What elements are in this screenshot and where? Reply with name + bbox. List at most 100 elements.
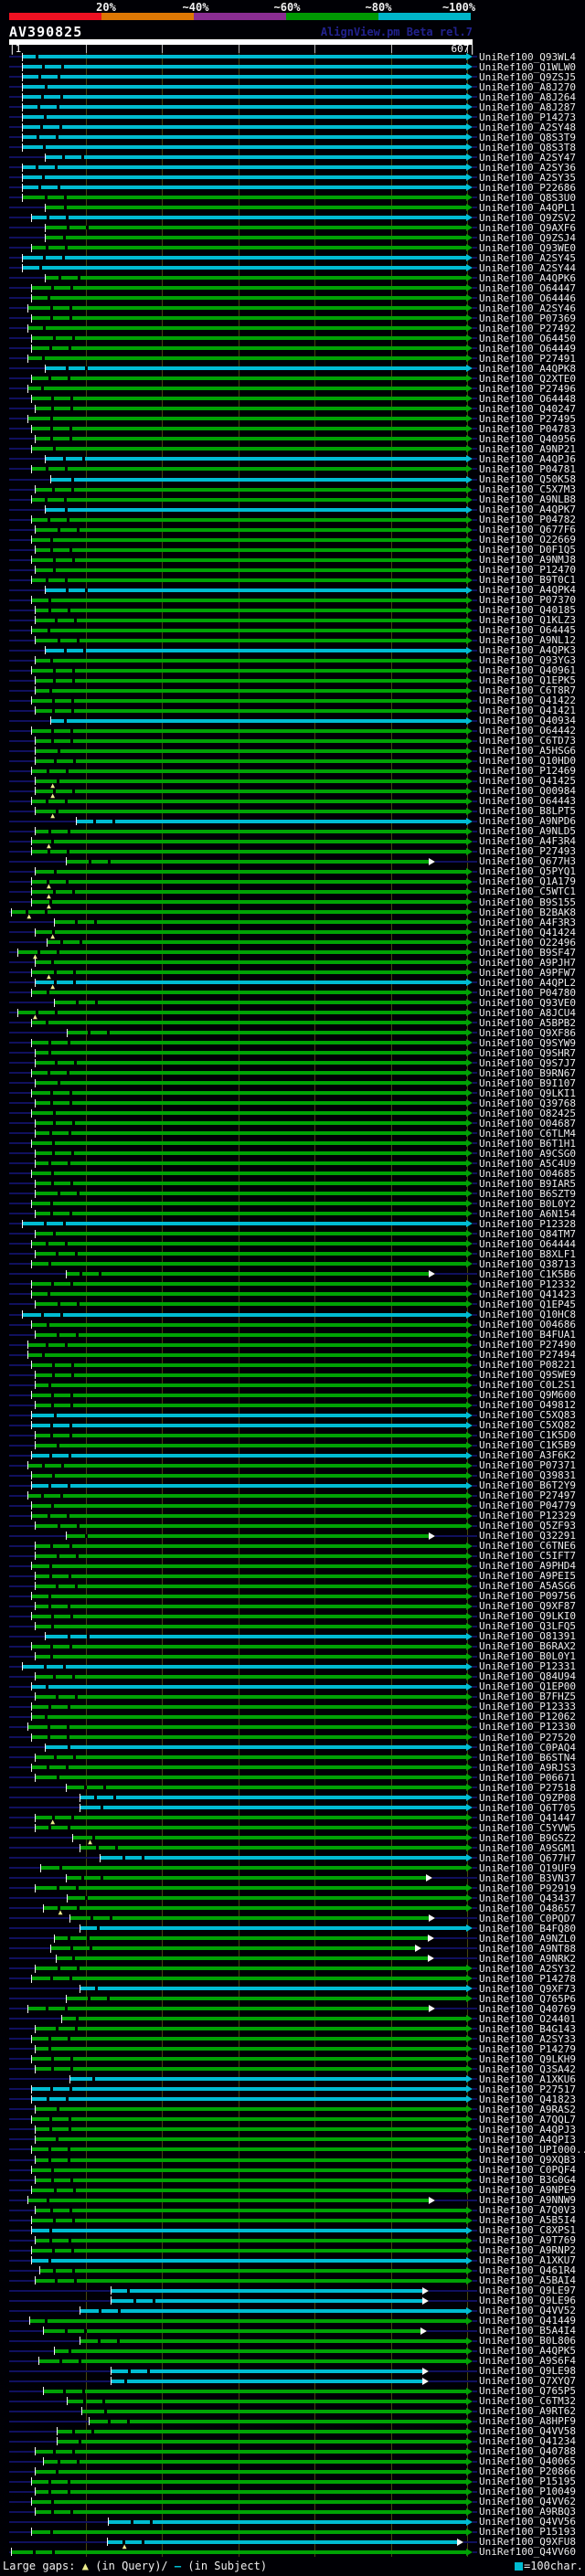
hit-label[interactable]: UniRef100_P27490 <box>479 1339 576 1352</box>
hit-label[interactable]: UniRef100_B9SF47 <box>479 946 576 959</box>
hit-label[interactable]: UniRef100_Q9XF73 <box>479 1982 576 1995</box>
hit-label[interactable]: UniRef100_Q1EP00 <box>479 1680 576 1693</box>
hit-bar[interactable] <box>46 588 466 592</box>
hit-label[interactable]: UniRef100_B6RAX2 <box>479 1640 576 1653</box>
hit-bar[interactable] <box>36 1151 466 1156</box>
hit-bar[interactable] <box>36 1584 466 1588</box>
hit-label[interactable]: UniRef100_A1XKU7 <box>479 2254 576 2267</box>
hit-bar[interactable] <box>32 1614 466 1618</box>
hit-bar[interactable] <box>55 2348 466 2353</box>
hit-bar[interactable] <box>89 2419 466 2423</box>
hit-label[interactable]: UniRef100_B0L806 <box>479 2335 576 2348</box>
hit-bar[interactable] <box>46 366 466 371</box>
hit-label[interactable]: UniRef100_Q461R4 <box>479 2264 576 2277</box>
hit-label[interactable]: UniRef100_O82425 <box>479 1107 576 1119</box>
hit-bar[interactable] <box>32 1503 466 1508</box>
hit-bar[interactable] <box>23 115 466 120</box>
hit-bar[interactable] <box>32 799 466 803</box>
hit-label[interactable]: UniRef100_A2SY33 <box>479 2032 576 2045</box>
hit-label[interactable]: UniRef100_P04781 <box>479 462 576 475</box>
hit-bar[interactable] <box>27 417 466 421</box>
hit-label[interactable]: UniRef100_Q3LFQ5 <box>479 1620 576 1633</box>
hit-label[interactable]: UniRef100_B9GSZ2 <box>479 1831 576 1844</box>
hit-label[interactable]: UniRef100_Q8S3T8 <box>479 141 576 154</box>
hit-bar[interactable] <box>32 2147 466 2152</box>
hit-label[interactable]: UniRef100_O64447 <box>479 281 576 294</box>
hit-label[interactable]: UniRef100_A9NRK2 <box>479 1952 576 1965</box>
hit-bar[interactable] <box>27 1724 466 1729</box>
hit-label[interactable]: UniRef100_P27518 <box>479 1781 576 1794</box>
hit-bar[interactable] <box>32 2529 466 2534</box>
hit-label[interactable]: UniRef100_P09756 <box>479 1590 576 1603</box>
hit-bar[interactable] <box>80 2338 466 2343</box>
hit-bar[interactable] <box>23 175 466 180</box>
hit-label[interactable]: UniRef100_A4QPK3 <box>479 644 576 657</box>
hit-label[interactable]: UniRef100_Q677H3 <box>479 855 576 868</box>
hit-bar[interactable] <box>36 738 466 743</box>
hit-bar[interactable] <box>23 256 466 260</box>
hit-label[interactable]: UniRef100_A2SY36 <box>479 161 576 174</box>
hit-bar[interactable] <box>36 1654 466 1659</box>
hit-bar[interactable] <box>32 316 466 321</box>
hit-bar[interactable] <box>32 296 466 301</box>
hit-bar[interactable] <box>36 1966 466 1971</box>
hit-bar[interactable] <box>36 1252 466 1256</box>
hit-bar[interactable] <box>36 809 466 813</box>
hit-label[interactable]: UniRef100_P27492 <box>479 322 576 334</box>
hit-bar[interactable] <box>36 789 466 793</box>
hit-bar[interactable] <box>80 1846 466 1850</box>
hit-bar[interactable] <box>40 2268 466 2273</box>
hit-bar[interactable] <box>107 2539 457 2544</box>
hit-label[interactable]: UniRef100_A4QPL1 <box>479 201 576 214</box>
hit-bar[interactable] <box>36 1051 466 1055</box>
hit-label[interactable]: UniRef100_Q9S7J7 <box>479 1056 576 1069</box>
hit-label[interactable]: UniRef100_A9NNW9 <box>479 2194 576 2207</box>
hit-label[interactable]: UniRef100_Q19UF9 <box>479 1861 576 1874</box>
hit-bar[interactable] <box>32 2057 466 2062</box>
hit-label[interactable]: UniRef100_O04687 <box>479 1117 576 1129</box>
hit-label[interactable]: UniRef100_Q41424 <box>479 926 576 938</box>
hit-bar[interactable] <box>55 920 466 925</box>
hit-label[interactable]: UniRef100_Q41823 <box>479 2093 576 2105</box>
hit-bar[interactable] <box>32 698 466 703</box>
hit-label[interactable]: UniRef100_Q10HC8 <box>479 1309 576 1320</box>
hit-bar[interactable] <box>36 930 466 935</box>
hit-bar[interactable] <box>32 1041 466 1045</box>
hit-bar[interactable] <box>32 1564 466 1568</box>
hit-bar[interactable] <box>46 206 466 210</box>
hit-bar[interactable] <box>101 1856 466 1860</box>
hit-label[interactable]: UniRef100_B4FQ80 <box>479 1922 576 1935</box>
hit-label[interactable]: UniRef100_Q4VV56 <box>479 2516 576 2528</box>
hit-label[interactable]: UniRef100_C6TD73 <box>479 735 576 747</box>
hit-bar[interactable] <box>32 1141 466 1146</box>
hit-bar[interactable] <box>36 678 466 683</box>
hit-label[interactable]: UniRef100_Q40769 <box>479 2002 576 2015</box>
hit-label[interactable]: UniRef100_A4QPK8 <box>479 362 576 375</box>
hit-label[interactable]: UniRef100_A3F6K2 <box>479 1449 576 1462</box>
hit-label[interactable]: UniRef100_Q765P5 <box>479 2385 576 2398</box>
hit-label[interactable]: UniRef100_P14279 <box>479 2042 576 2055</box>
hit-label[interactable]: UniRef100_Q38713 <box>479 1257 576 1270</box>
hit-bar[interactable] <box>32 397 466 401</box>
hit-label[interactable]: UniRef100_A9T769 <box>479 2234 576 2247</box>
hit-bar[interactable] <box>32 1704 466 1709</box>
hit-label[interactable]: UniRef100_Q9AXF6 <box>479 221 576 234</box>
hit-label[interactable]: UniRef100_Q6T705 <box>479 1801 576 1814</box>
hit-label[interactable]: UniRef100_A9NZL0 <box>479 1932 576 1945</box>
hit-label[interactable]: UniRef100_B9I107 <box>479 1076 576 1089</box>
hit-label[interactable]: UniRef100_Q93VE0 <box>479 996 576 1009</box>
hit-label[interactable]: UniRef100_A9NLD5 <box>479 825 576 838</box>
hit-bar[interactable] <box>69 2077 466 2082</box>
hit-bar[interactable] <box>46 155 466 160</box>
hit-bar[interactable] <box>32 2097 466 2102</box>
hit-bar[interactable] <box>23 55 466 58</box>
hit-bar[interactable] <box>32 1977 466 1981</box>
hit-bar[interactable] <box>23 1222 466 1226</box>
hit-label[interactable]: UniRef100_C5IFT7 <box>479 1550 576 1563</box>
hit-label[interactable]: UniRef100_Q40185 <box>479 604 576 617</box>
hit-bar[interactable] <box>23 95 466 100</box>
hit-bar[interactable] <box>32 2499 466 2504</box>
hit-bar[interactable] <box>66 1876 426 1881</box>
hit-label[interactable]: UniRef100_D0F1Q5 <box>479 544 576 557</box>
hit-label[interactable]: UniRef100_P12470 <box>479 564 576 577</box>
